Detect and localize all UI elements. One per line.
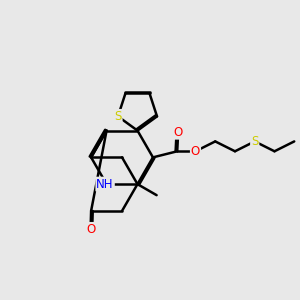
Text: S: S xyxy=(114,110,122,123)
Text: O: O xyxy=(191,145,200,158)
Text: S: S xyxy=(251,135,258,148)
Text: O: O xyxy=(174,126,183,139)
Text: NH: NH xyxy=(96,178,114,190)
Text: O: O xyxy=(86,223,95,236)
